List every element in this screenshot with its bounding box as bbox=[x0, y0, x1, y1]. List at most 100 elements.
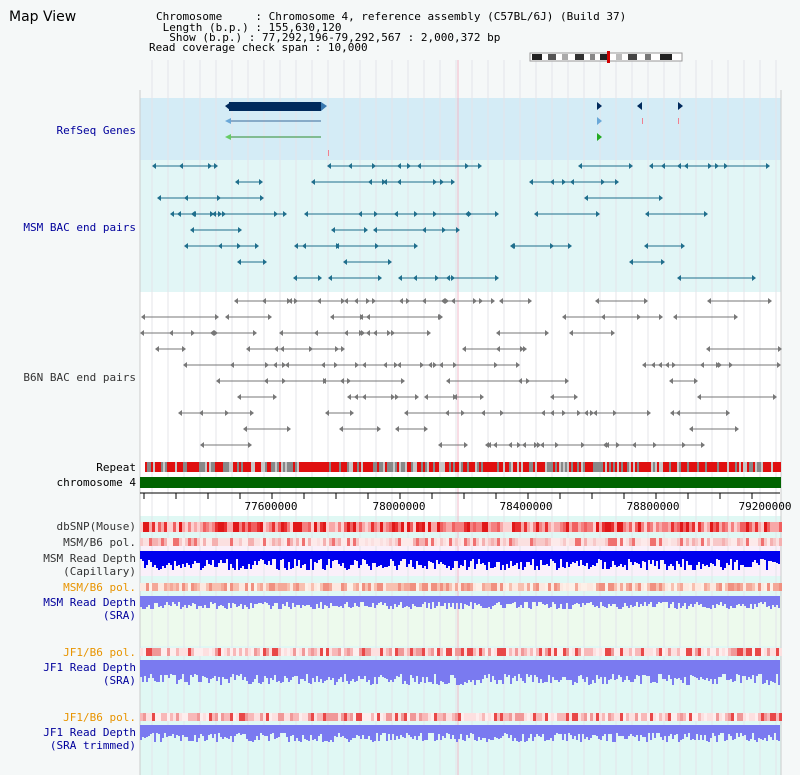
heat-strip-cell bbox=[497, 713, 500, 721]
heat-strip-cell bbox=[257, 713, 260, 721]
heat-strip-cell bbox=[563, 713, 566, 721]
heat-strip-cell bbox=[662, 522, 665, 532]
read-depth-bar bbox=[650, 660, 652, 683]
read-depth-bar bbox=[164, 596, 166, 605]
heat-strip-cell bbox=[668, 713, 671, 721]
bac-end-pair bbox=[438, 314, 442, 320]
read-depth-bar bbox=[686, 725, 688, 737]
heat-strip-cell bbox=[533, 538, 536, 546]
read-depth-bar bbox=[344, 551, 346, 568]
ideogram-band bbox=[562, 54, 568, 60]
heat-strip-cell bbox=[467, 538, 470, 546]
read-depth-bar bbox=[438, 596, 440, 602]
read-depth-bar bbox=[188, 551, 190, 565]
read-depth-bar bbox=[372, 596, 374, 603]
heat-strip-cell bbox=[659, 713, 662, 721]
heat-strip-cell bbox=[401, 583, 404, 591]
repeat-segment bbox=[523, 462, 525, 472]
read-depth-bar bbox=[554, 660, 556, 680]
read-depth-bar bbox=[622, 551, 624, 567]
bac-end-pair bbox=[706, 346, 710, 352]
heat-strip-cell bbox=[665, 522, 668, 532]
heat-strip-cell bbox=[506, 522, 509, 532]
heat-strip-cell bbox=[767, 648, 770, 656]
heat-strip-cell bbox=[302, 713, 305, 721]
track-label-b6n-bac[interactable]: B6N BAC end pairs bbox=[23, 371, 136, 384]
heat-strip-cell bbox=[188, 538, 191, 546]
heat-strip-cell bbox=[593, 538, 596, 546]
ideogram-band bbox=[532, 54, 542, 60]
heat-strip-cell bbox=[392, 583, 395, 591]
heat-strip-cell bbox=[779, 713, 782, 721]
read-depth-bar bbox=[402, 596, 404, 608]
heat-strip-cell bbox=[407, 522, 410, 532]
read-depth-bar bbox=[260, 660, 262, 684]
heat-strip-cell bbox=[587, 522, 590, 532]
read-depth-bar bbox=[260, 551, 262, 559]
heat-strip-cell bbox=[626, 522, 629, 532]
repeat-segment bbox=[167, 462, 169, 472]
read-depth-bar bbox=[172, 551, 174, 570]
heat-strip-cell bbox=[422, 583, 425, 591]
heat-strip-cell bbox=[311, 648, 314, 656]
read-depth-bar bbox=[718, 725, 720, 735]
read-depth-bar bbox=[458, 660, 460, 685]
repeat-segment bbox=[667, 462, 669, 472]
repeat-segment bbox=[603, 462, 605, 472]
read-depth-bar bbox=[154, 551, 156, 565]
read-depth-bar bbox=[142, 660, 144, 682]
read-depth-bar bbox=[462, 551, 464, 566]
repeat-segment bbox=[715, 462, 717, 472]
read-depth-bar bbox=[466, 660, 468, 683]
repeat-segment bbox=[239, 462, 241, 472]
heat-strip-cell bbox=[455, 713, 458, 721]
heat-strip-cell bbox=[680, 648, 683, 656]
bac-end-pair bbox=[215, 314, 219, 320]
heat-strip-cell bbox=[308, 538, 311, 546]
bac-end-pair bbox=[210, 330, 214, 336]
read-depth-bar bbox=[626, 725, 628, 739]
read-depth-bar bbox=[518, 596, 520, 607]
bac-end-pair bbox=[616, 442, 620, 448]
read-depth-bar bbox=[386, 725, 388, 741]
read-depth-bar bbox=[486, 660, 488, 678]
heat-strip-cell bbox=[437, 522, 440, 532]
heat-strip-cell bbox=[344, 538, 347, 546]
track-label-refseq-genes[interactable]: RefSeq Genes bbox=[56, 124, 136, 137]
read-depth-bar bbox=[146, 596, 148, 607]
track-label-msm-bac[interactable]: MSM BAC end pairs bbox=[23, 221, 136, 234]
heat-strip-cell bbox=[605, 713, 608, 721]
heat-strip-cell bbox=[284, 522, 287, 532]
repeat-segment bbox=[337, 462, 339, 472]
read-depth-bar bbox=[254, 596, 256, 604]
read-depth-bar bbox=[346, 551, 348, 570]
read-depth-bar bbox=[450, 725, 452, 739]
bac-end-pair bbox=[191, 330, 195, 336]
read-depth-bar bbox=[210, 551, 212, 565]
repeat-segment bbox=[401, 462, 403, 472]
heat-strip-cell bbox=[317, 583, 320, 591]
heat-strip-cell bbox=[713, 583, 716, 591]
read-depth-bar bbox=[606, 725, 608, 741]
repeat-segment bbox=[343, 462, 345, 472]
repeat-segment bbox=[729, 462, 731, 472]
read-depth-bar bbox=[288, 596, 290, 607]
heat-strip-cell bbox=[401, 538, 404, 546]
read-depth-bar bbox=[606, 596, 608, 608]
read-depth-bar bbox=[260, 596, 262, 603]
heat-strip-cell bbox=[737, 522, 740, 532]
read-depth-bar bbox=[204, 725, 206, 741]
bac-end-pair bbox=[404, 410, 408, 416]
heat-strip-cell bbox=[272, 583, 275, 591]
read-depth-bar bbox=[528, 551, 530, 562]
bac-end-pair bbox=[178, 410, 182, 416]
read-depth-bar bbox=[506, 596, 508, 604]
gene-feature bbox=[637, 102, 642, 110]
read-depth-bar bbox=[232, 596, 234, 603]
heat-strip-cell bbox=[569, 522, 572, 532]
repeat-segment bbox=[617, 462, 619, 472]
bac-end-pair bbox=[234, 298, 238, 304]
read-depth-bar bbox=[516, 725, 518, 741]
heat-strip-cell bbox=[683, 648, 686, 656]
